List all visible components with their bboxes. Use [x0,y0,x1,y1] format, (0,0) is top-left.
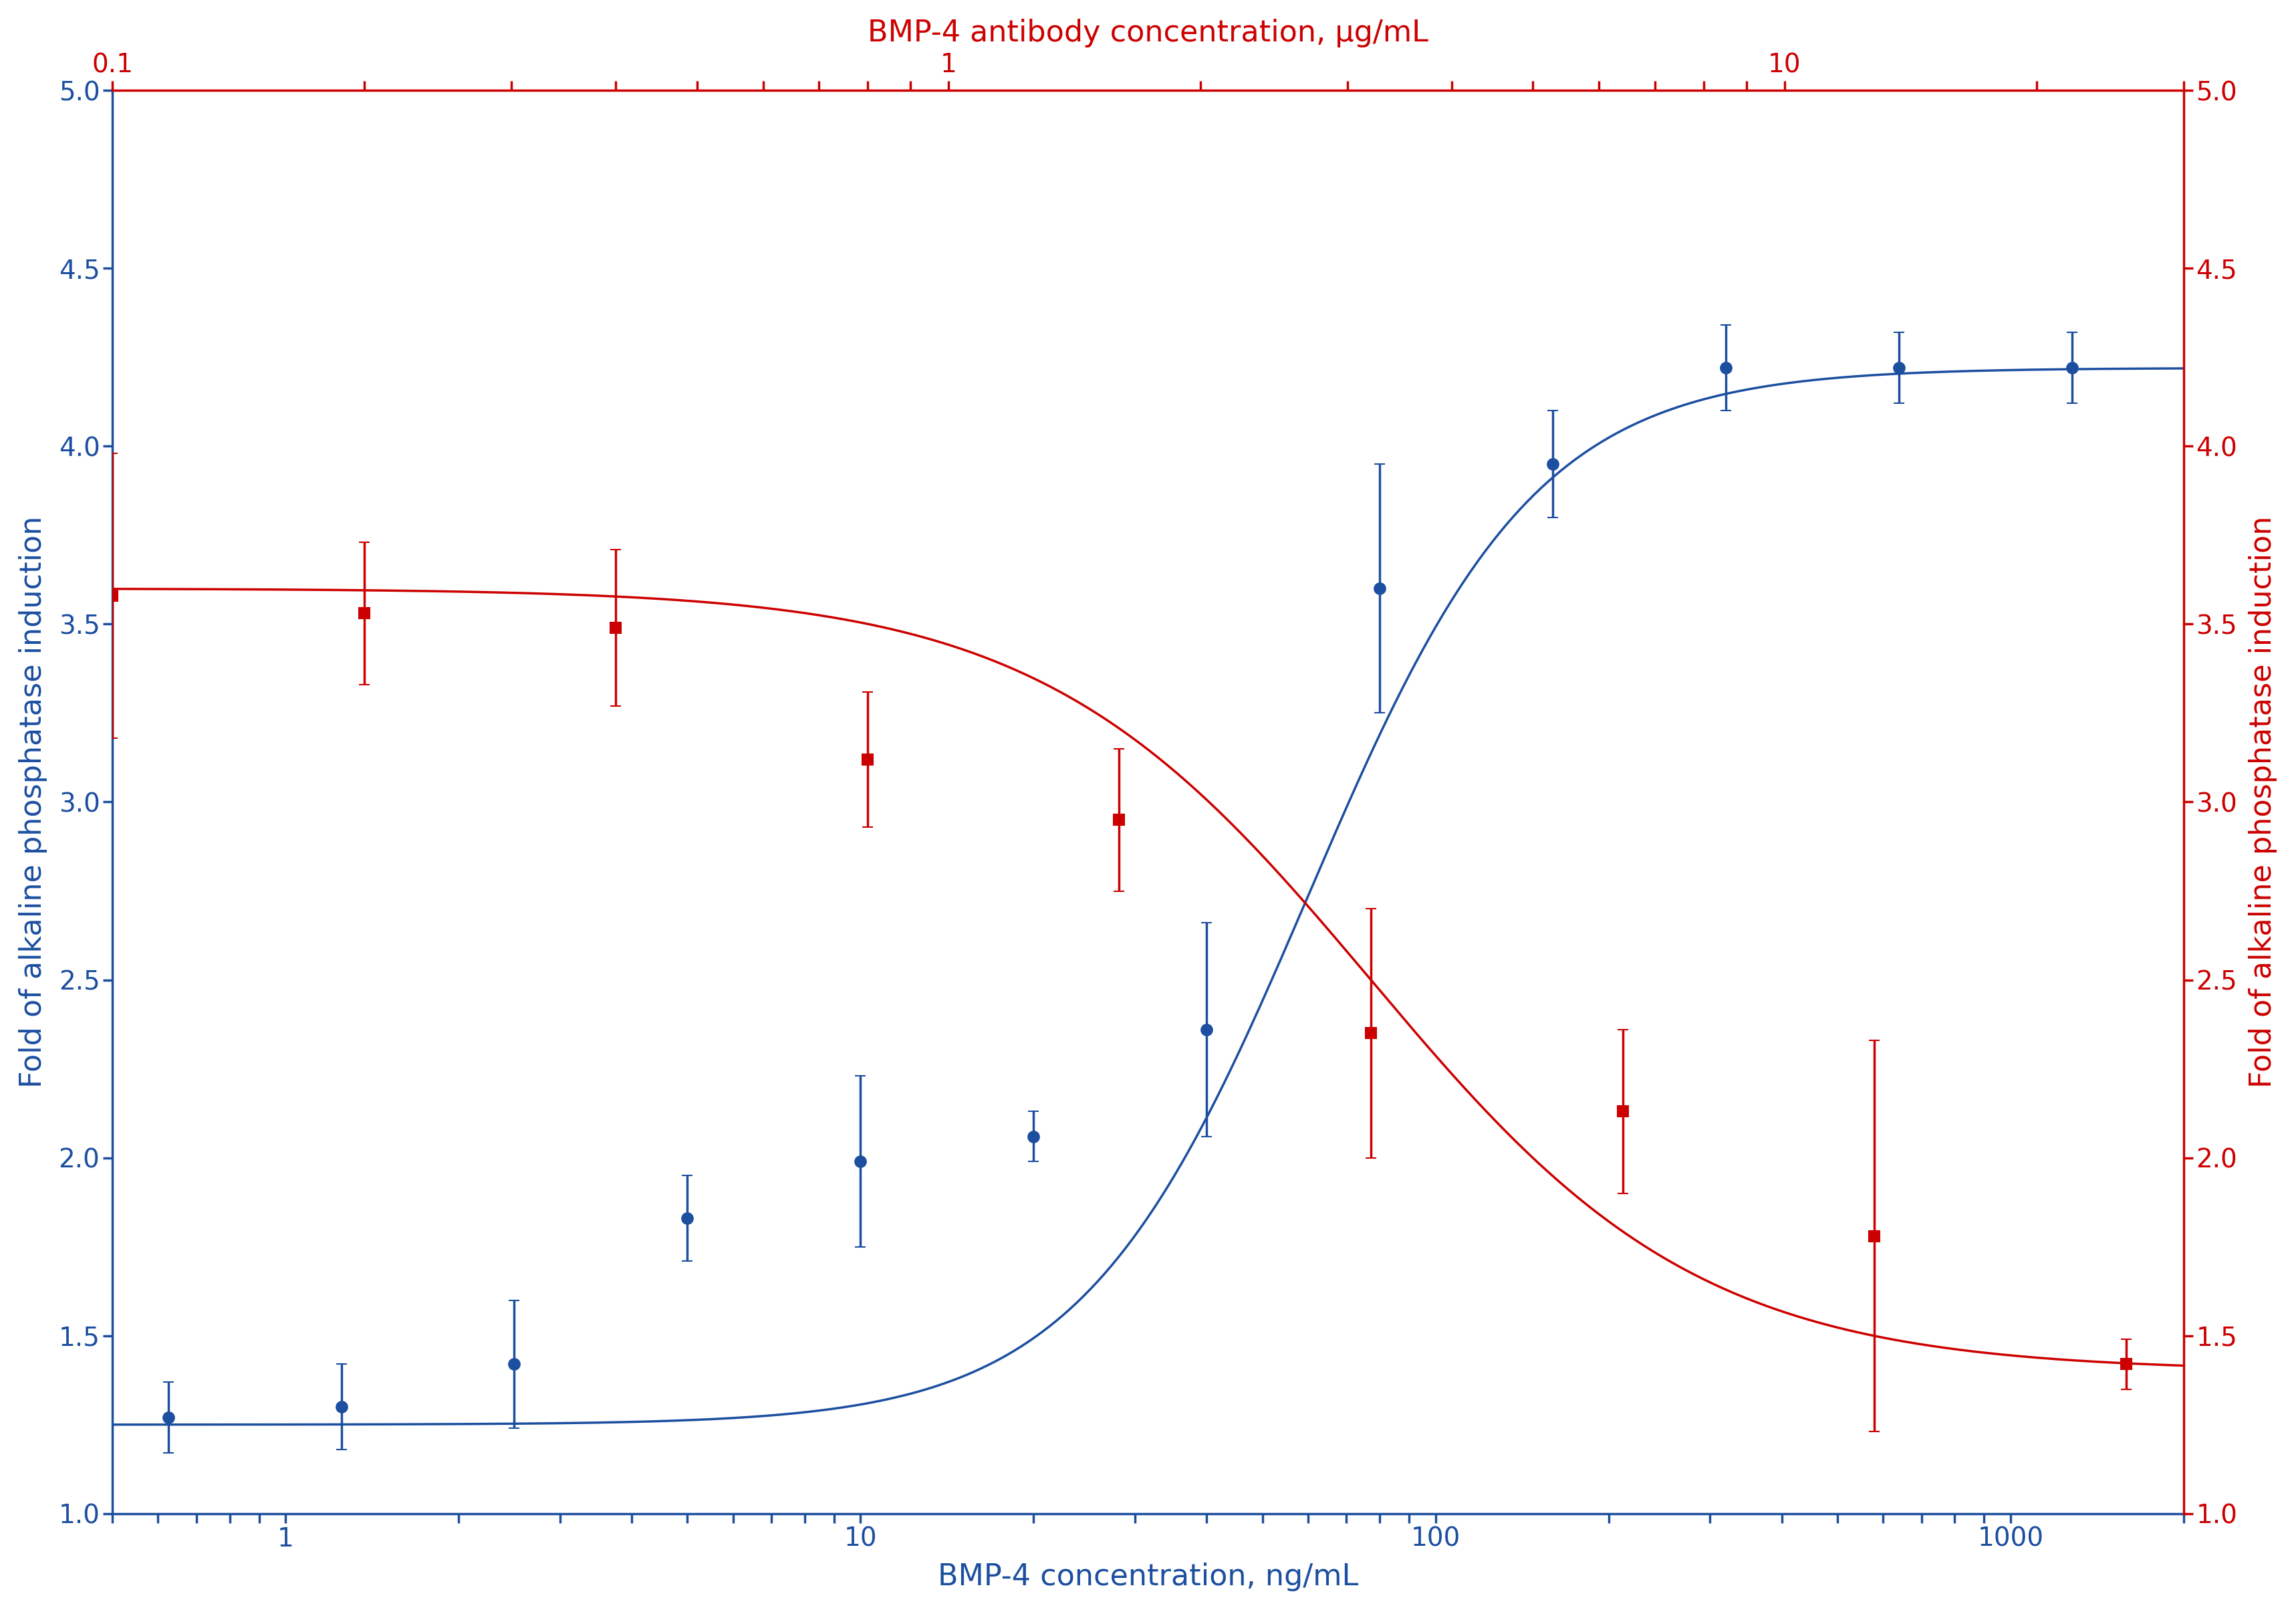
X-axis label: BMP-4 concentration, ng/mL: BMP-4 concentration, ng/mL [937,1563,1359,1591]
Y-axis label: Fold of alkaline phosphatase induction: Fold of alkaline phosphatase induction [2248,517,2278,1088]
Y-axis label: Fold of alkaline phosphatase induction: Fold of alkaline phosphatase induction [18,517,48,1088]
X-axis label: BMP-4 antibody concentration, µg/mL: BMP-4 antibody concentration, µg/mL [868,19,1428,47]
